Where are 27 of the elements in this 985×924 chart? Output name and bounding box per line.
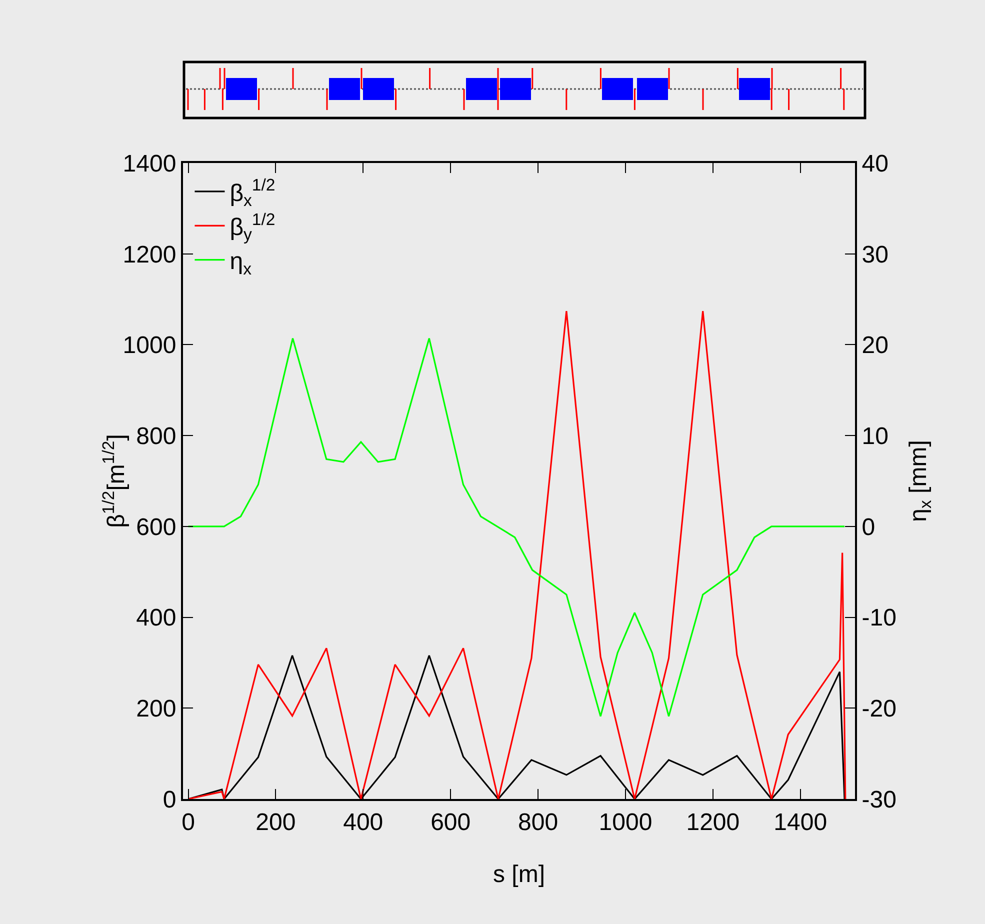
y2-tick-label: 0: [862, 514, 876, 541]
y2-tick-label: -30: [862, 786, 896, 814]
legend-label: η$_{x}$: [230, 248, 252, 278]
y2-tick-label: -20: [862, 696, 896, 723]
y2-tick-label: -10: [862, 604, 896, 632]
y-tick-label: 1000: [122, 332, 176, 360]
y-tick-label: 1200: [122, 241, 176, 268]
y-tick-label: 200: [136, 696, 176, 723]
x-tick-label: 1200: [686, 808, 740, 836]
x-tick-label: 400: [343, 808, 384, 836]
x-tick-label: 1400: [774, 808, 828, 836]
y-tick-label: 400: [136, 604, 176, 632]
x-tick-label: 1000: [598, 808, 652, 836]
line-series: [187, 338, 846, 718]
y2-tick-label: 10: [862, 422, 889, 450]
y-tick-label: 1400: [122, 150, 176, 178]
y2-tick-label: 20: [862, 332, 889, 360]
y2-tick-label: 30: [862, 241, 889, 268]
x-axis-title: s [m]: [493, 861, 545, 888]
y-tick-label: 600: [136, 514, 176, 541]
y-tick-label: 0: [162, 786, 176, 814]
x-tick-label: 800: [518, 808, 558, 836]
y-tick-label: 800: [136, 422, 176, 450]
x-tick-label: 600: [430, 808, 471, 836]
x-tick-label: 200: [256, 808, 296, 836]
x-tick-label: 0: [182, 808, 195, 836]
y2-tick-label: 40: [862, 150, 889, 178]
